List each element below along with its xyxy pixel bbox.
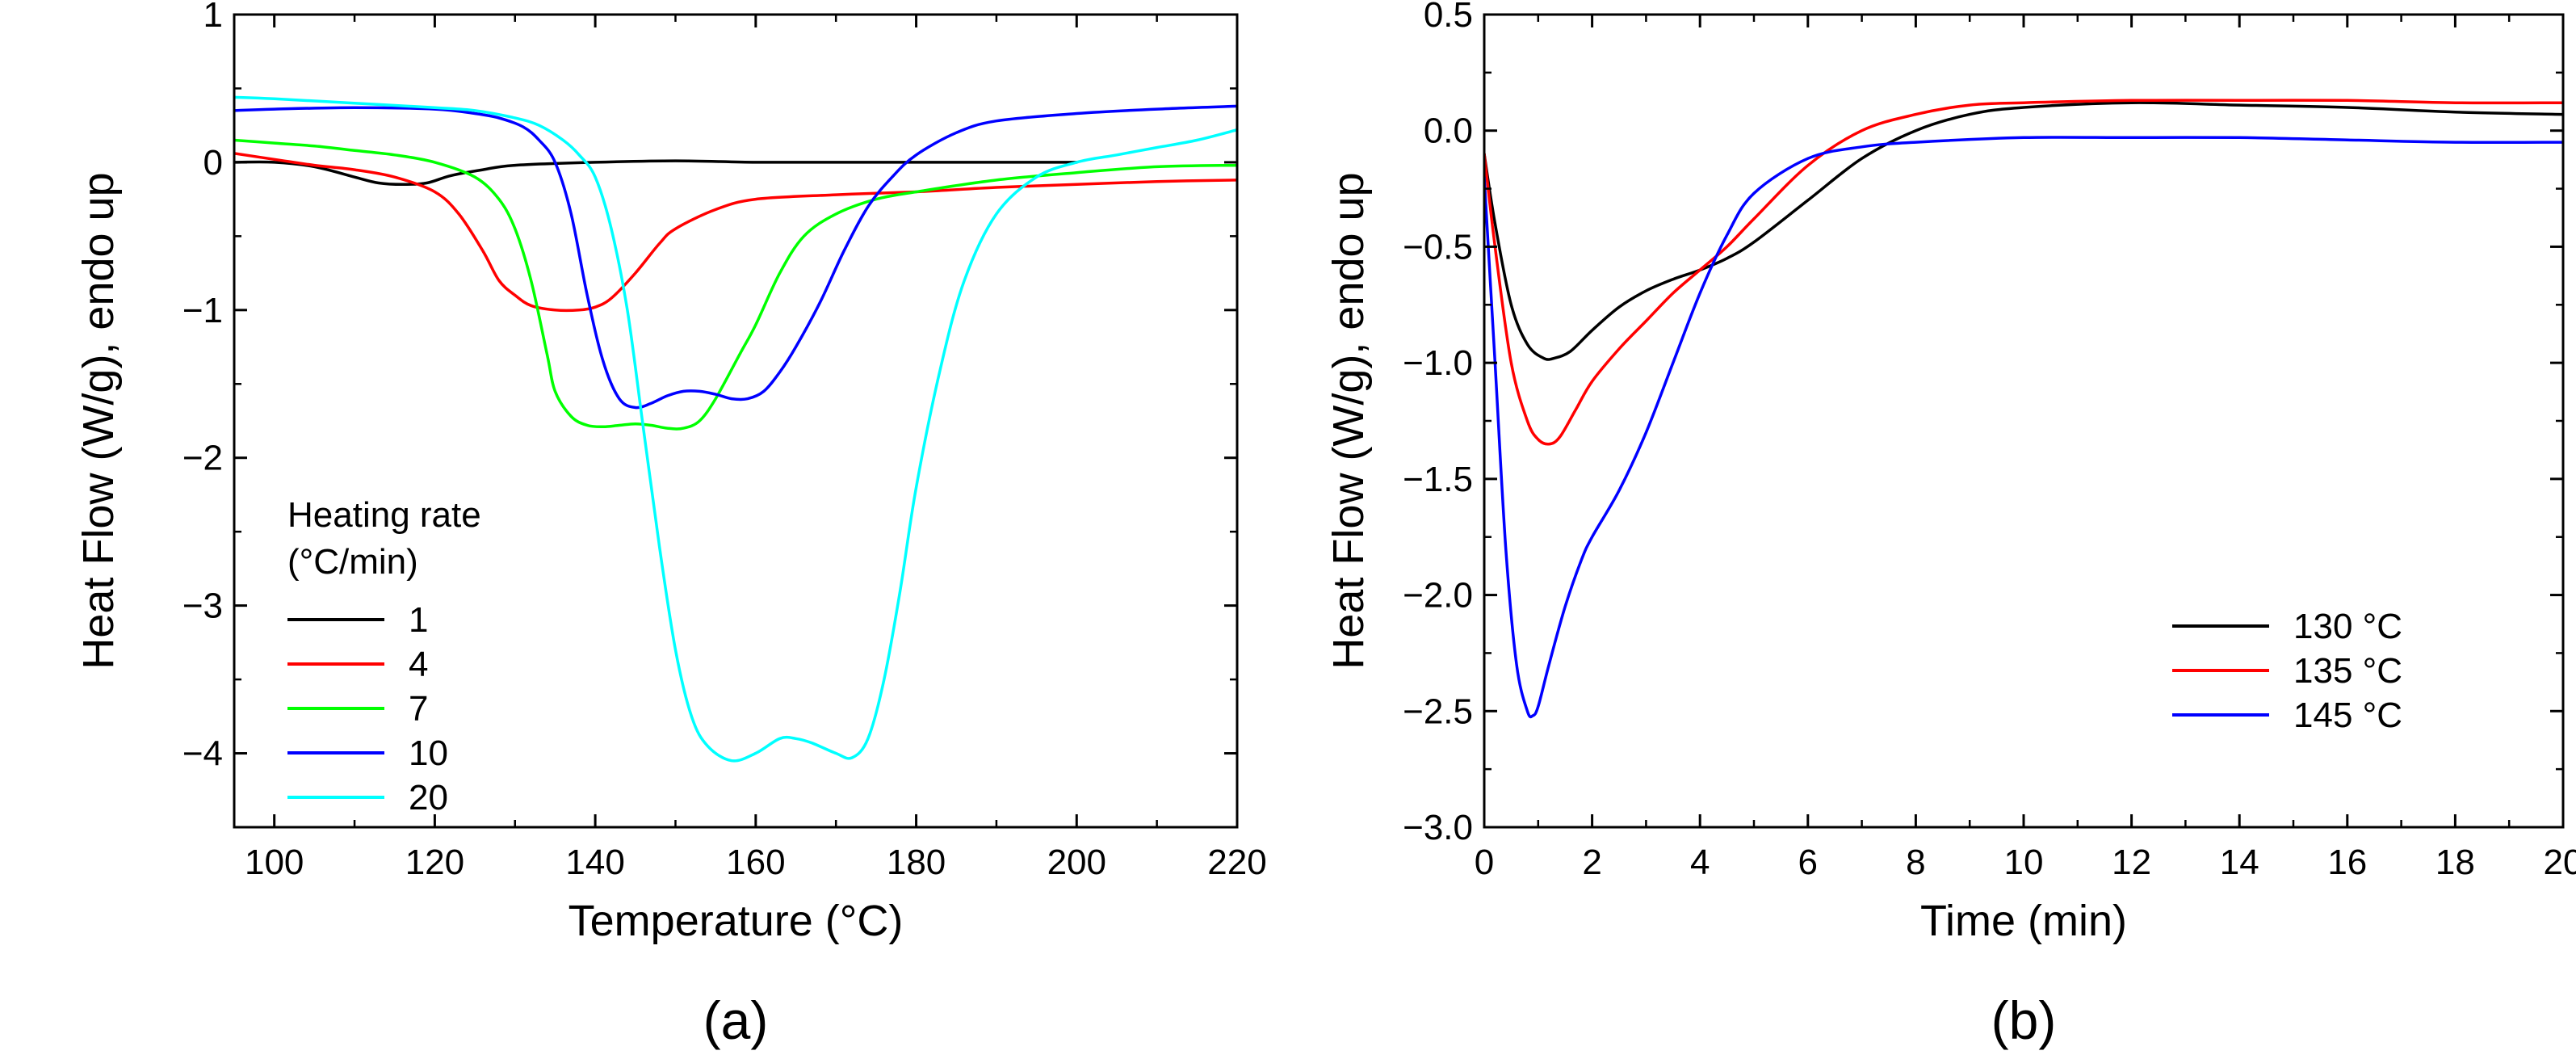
x-tick-label: 140 [565,843,624,882]
y-tick-label: −2.0 [1403,576,1473,616]
x-axis-title: Temperature (°C) [568,897,904,945]
x-tick-label: 12 [2112,843,2151,882]
x-axis-title: Time (min) [1920,897,2127,945]
y-tick-label: 0 [203,143,223,183]
x-tick-label: 18 [2435,843,2475,882]
series-line-4 [234,152,1237,313]
y-tick-label: −2.5 [1403,691,1473,731]
series-line-7 [234,138,1237,431]
x-tick-label: 100 [245,843,304,882]
y-tick-label: −1.0 [1403,343,1473,383]
legend-label: 1 [409,600,428,640]
legend-label: 145 °C [2293,696,2402,735]
panel-label: (b) [1991,990,2057,1050]
x-tick-label: 160 [726,843,785,882]
y-axis-title: Heat Flow (W/g), endo up [1324,172,1373,669]
series-line-10 [234,104,1237,410]
x-tick-label: 2 [1582,843,1601,882]
legend: 130 °C 135 °C 145 °C [2172,607,2402,735]
x-tick-label: 6 [1798,843,1818,882]
series-line-145c [1484,136,2563,719]
y-tick-label: 0.0 [1424,111,1473,151]
y-tick-label: −0.5 [1403,227,1473,267]
panel-label: (a) [703,990,769,1050]
legend-label: 130 °C [2293,607,2402,646]
series-line-135c [1484,99,2563,446]
legend-label: 10 [409,733,448,773]
y-axis-title: Heat Flow (W/g), endo up [74,172,123,669]
x-tick-label: 14 [2220,843,2259,882]
x-tick-label: 16 [2327,843,2367,882]
y-tick-label: −2 [183,439,223,478]
x-tick-label: 8 [1906,843,1925,882]
legend-label: 135 °C [2293,651,2402,691]
x-tick-label: 0 [1475,843,1494,882]
x-tick-label: 20 [2544,843,2576,882]
x-tick-label: 180 [887,843,946,882]
x-tick-label: 10 [2004,843,2044,882]
legend-title: (°C/min) [287,542,418,582]
x-tick-label: 120 [405,843,464,882]
y-tick-label: −4 [183,734,223,774]
x-tick-label: 220 [1207,843,1266,882]
x-tick-label: 4 [1690,843,1710,882]
legend-title: Heating rate [287,495,481,535]
legend-label: 4 [409,645,428,684]
series-line-130c [1484,101,2563,361]
panel-b-time-chart: 0 2 4 6 8 10 12 14 16 18 20 0.5 0.0 −0.5 −1.0 −1.5 −2.0… [1324,0,2576,1050]
x-tick-label: 200 [1047,843,1106,882]
y-tick-label: −1 [183,291,223,330]
y-tick-label: 1 [203,0,223,35]
panel-a-temperature-chart: 100 120 140 160 180 200 220 10−1−2−3−4 Tempera… [74,0,1267,1050]
series-line-20 [234,95,1237,763]
y-tick-label: −1.5 [1403,460,1473,499]
y-tick-label: 0.5 [1424,0,1473,35]
legend-label: 7 [409,689,428,729]
series-line-1 [234,159,1079,187]
y-tick-label: −3.0 [1403,808,1473,847]
y-tick-label: −3 [183,586,223,626]
plot-frame [233,13,1239,829]
legend: Heating rate (°C/min) 1 4 710 20 [287,495,481,818]
legend-label: 20 [409,778,448,818]
